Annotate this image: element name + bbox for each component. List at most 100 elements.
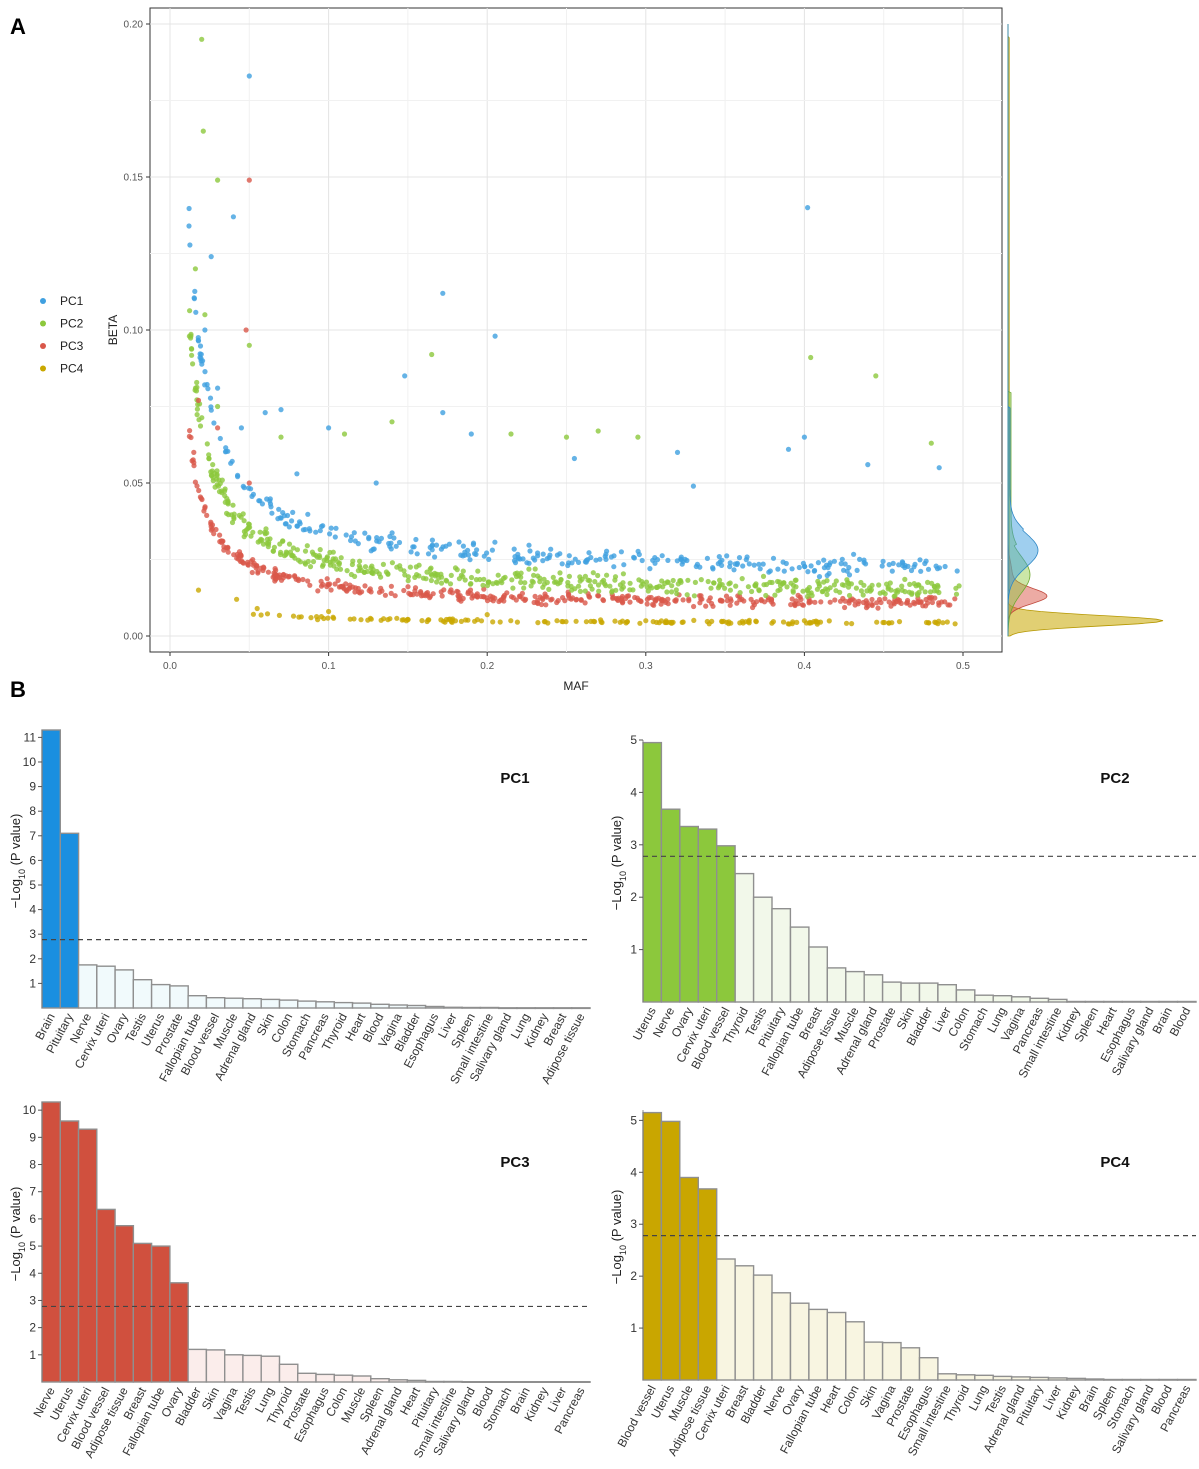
pc4-point (472, 618, 478, 624)
bar (59, 1120, 80, 1383)
pc2-point (775, 588, 781, 594)
pc1-point (256, 498, 262, 504)
pc3-point (543, 602, 549, 608)
pc2-point (669, 583, 675, 589)
pc1-point (719, 562, 725, 569)
pc3-point (414, 591, 420, 597)
bar (845, 970, 865, 1003)
pc2-point (613, 587, 619, 593)
pc4-point (583, 619, 590, 625)
pc3-point (618, 598, 625, 604)
y-tick-label: 10 (23, 755, 37, 769)
pc2-point (424, 569, 430, 575)
pc2-point (772, 592, 778, 598)
pc2-point (684, 592, 690, 598)
pc2-point (845, 584, 852, 590)
pc3-point (218, 538, 224, 544)
pc1-point (917, 557, 923, 563)
bar (1047, 1377, 1068, 1381)
pc2-point (188, 333, 194, 339)
pc1-point (575, 559, 582, 566)
pc4-point (592, 619, 598, 625)
pc2-point (480, 582, 486, 588)
pc2-point (557, 570, 563, 576)
pc1-point (355, 541, 361, 547)
bar (992, 1375, 1013, 1381)
bar (315, 1001, 335, 1009)
pc2-point (193, 388, 200, 394)
pc1-point (313, 529, 319, 535)
pc2-point (216, 489, 223, 495)
pc1-point (411, 544, 417, 550)
legend-marker (40, 343, 46, 349)
pc4-point (425, 617, 431, 623)
y-axis-label: −Log10 (P value) (609, 1190, 628, 1285)
y-tick-label: 8 (29, 1158, 36, 1172)
pc1-point (492, 333, 498, 339)
pc1-point (889, 568, 895, 574)
pc2-point (819, 589, 825, 595)
pc2-point (357, 558, 363, 564)
pc2-point (595, 428, 601, 434)
pc3-point (929, 599, 936, 606)
pc2-point (429, 572, 435, 579)
pc4-point (325, 615, 331, 621)
pc1-point (278, 407, 284, 413)
pc2-point (936, 589, 942, 596)
pc4-point (378, 617, 384, 623)
pc2-point (490, 581, 496, 587)
pc4-point (254, 605, 260, 612)
pc4-point (497, 619, 503, 625)
pc2-point (914, 591, 921, 597)
pc1-point (621, 562, 627, 568)
pc1-point (207, 395, 214, 401)
pc3-point (195, 397, 202, 403)
pc2-point (722, 585, 728, 591)
pc3-point (454, 588, 460, 594)
bar (863, 974, 884, 1003)
bar (333, 1374, 354, 1383)
pc1-point (474, 547, 480, 553)
pc2-point (627, 587, 633, 593)
panel-title: PC1 (500, 770, 529, 787)
pc2-point (891, 593, 897, 599)
bar (1139, 1378, 1160, 1381)
pc2-point (263, 526, 269, 532)
pc1-point (241, 485, 247, 491)
pc2-point (733, 583, 739, 589)
pc3-point (549, 596, 555, 602)
pc2-point (187, 308, 193, 314)
pc2-point (619, 586, 625, 592)
pc1-point (827, 560, 833, 566)
y-tick-label: 5 (29, 1239, 36, 1253)
pc1-point (704, 555, 711, 562)
pc3-point (191, 449, 197, 455)
bar (351, 1002, 372, 1009)
pc4-point (940, 620, 946, 626)
pc1-point (781, 568, 787, 574)
bar (461, 1380, 482, 1383)
pc2-point (473, 577, 479, 583)
pc3-point (863, 605, 870, 611)
pc4-point (463, 617, 469, 623)
pc1-point (618, 549, 625, 555)
bar (716, 1258, 736, 1381)
bar (406, 1004, 427, 1009)
pc2-point (793, 584, 799, 590)
pc2-point (278, 549, 284, 556)
bar (187, 995, 208, 1009)
bar (260, 1355, 281, 1383)
pc4-point (276, 612, 282, 619)
pc1-point (202, 382, 208, 388)
pc1-point (465, 552, 472, 558)
pc4-point (667, 619, 673, 626)
bar (1103, 1378, 1123, 1381)
pc2-point (925, 579, 931, 586)
pc1-point (440, 290, 446, 296)
pc2-point (509, 577, 515, 583)
pc2-point (596, 588, 602, 594)
pc1-point (396, 539, 403, 546)
pc2-point (537, 575, 543, 581)
pc1-point (911, 564, 917, 570)
